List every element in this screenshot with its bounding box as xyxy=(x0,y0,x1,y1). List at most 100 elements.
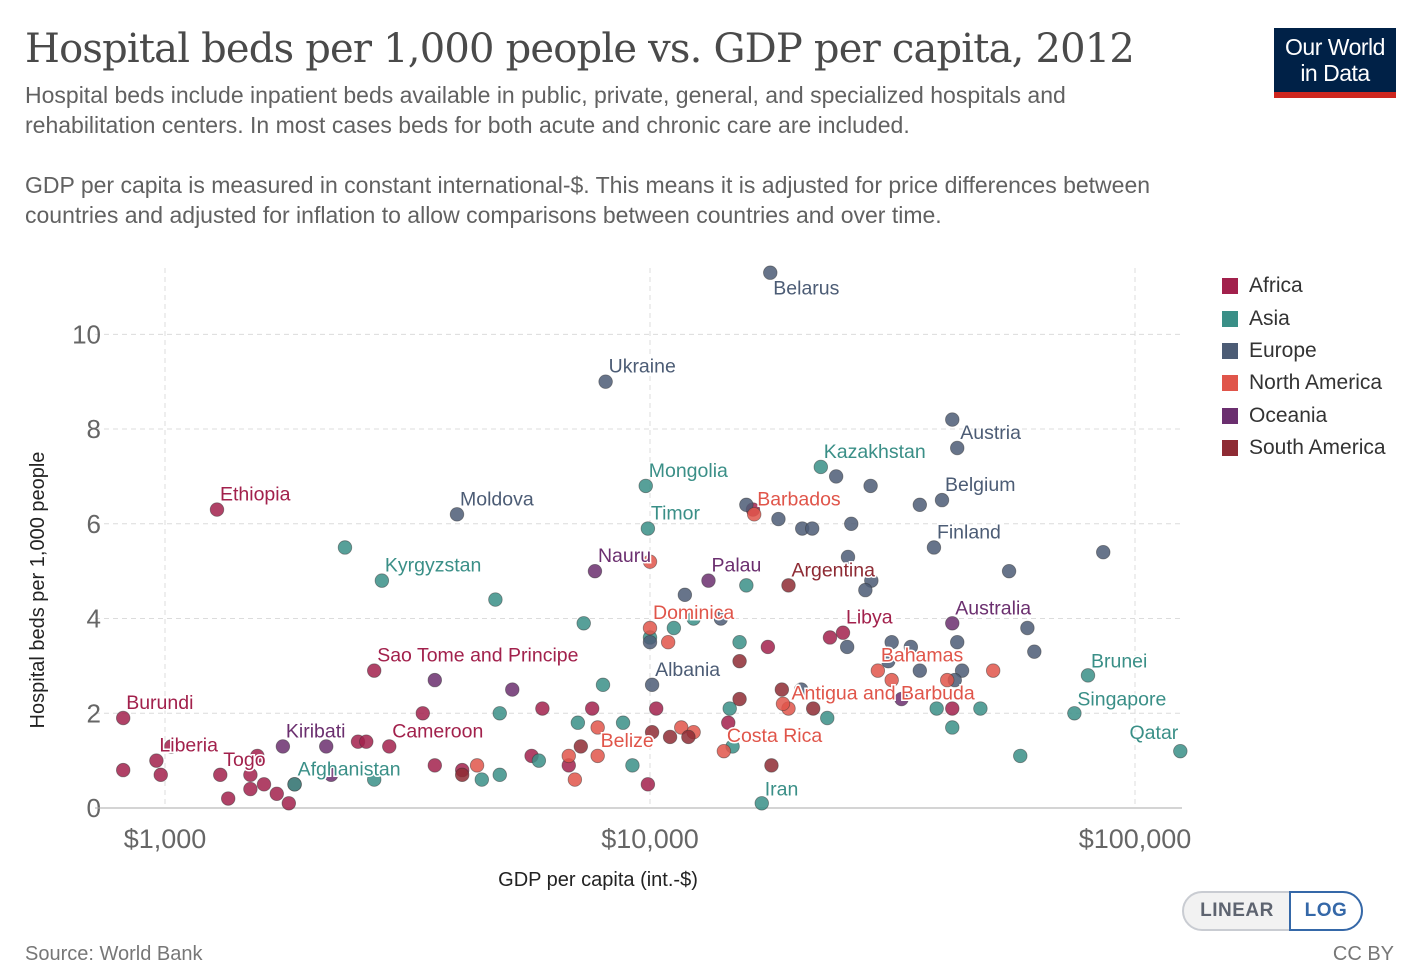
data-point-south-america xyxy=(573,739,589,754)
data-point-south-america xyxy=(781,578,796,593)
data-point-europe xyxy=(839,639,855,655)
data-point-asia xyxy=(732,635,747,650)
data-point-africa xyxy=(153,767,168,783)
data-point-asia xyxy=(640,521,656,536)
legend-item[interactable]: Europe xyxy=(1222,335,1386,367)
point-label: Belgium xyxy=(945,474,1015,496)
data-point-africa xyxy=(415,706,430,721)
point-label: Afghanistan xyxy=(298,758,401,780)
data-point-asia xyxy=(492,706,507,721)
data-point-south-america xyxy=(662,729,678,745)
data-point-africa xyxy=(269,786,284,801)
data-point-africa xyxy=(221,791,236,806)
source-note[interactable]: Source: World Bank xyxy=(25,943,203,965)
point-label: Costa Rica xyxy=(727,725,823,747)
data-point-africa xyxy=(209,502,225,517)
data-point-north-america xyxy=(642,554,658,569)
y-tick-label: 8 xyxy=(87,414,101,444)
data-point-africa xyxy=(359,734,374,749)
legend-item[interactable]: Asia xyxy=(1222,302,1386,334)
license-note[interactable]: CC BY xyxy=(1332,943,1394,965)
scale-toggle[interactable]: LINEAR LOG xyxy=(1182,891,1363,931)
data-point-africa xyxy=(115,762,131,778)
legend-item[interactable]: Africa xyxy=(1222,270,1386,302)
y-tick-label: 4 xyxy=(87,604,101,634)
point-label: Cameroon xyxy=(392,720,483,742)
data-point-africa xyxy=(535,701,550,716)
data-point-north-america xyxy=(660,635,676,650)
data-point-oceania xyxy=(701,573,716,588)
y-axis-label: Hospital beds per 1,000 people xyxy=(27,452,49,729)
data-point-europe xyxy=(926,540,942,555)
data-point-asia xyxy=(287,777,302,792)
log-scale-button[interactable]: LOG xyxy=(1289,891,1363,931)
data-point-europe xyxy=(805,521,820,536)
point-label: Kazakhstan xyxy=(824,441,926,463)
data-point-asia xyxy=(638,478,653,494)
data-point-asia xyxy=(722,701,737,716)
owid-logo[interactable]: Our World in Data xyxy=(1274,28,1396,98)
legend-label: Europe xyxy=(1249,338,1317,362)
data-point-africa xyxy=(250,748,265,764)
data-point-africa xyxy=(243,767,258,783)
data-point-asia xyxy=(739,578,754,593)
data-point-asia xyxy=(488,592,503,607)
data-point-oceania xyxy=(505,682,520,697)
legend: Africa Asia Europe North America Oceania Sout… xyxy=(1222,270,1386,464)
point-label: Bahamas xyxy=(881,645,964,667)
x-tick-label: $10,000 xyxy=(601,824,699,854)
legend-swatch xyxy=(1222,375,1238,392)
point-label: Sao Tome and Principe xyxy=(377,645,578,667)
point-label: Kyrgyzstan xyxy=(385,555,481,577)
data-point-europe xyxy=(449,507,465,522)
data-point-north-america xyxy=(985,663,1001,678)
data-point-africa xyxy=(382,739,397,754)
legend-item[interactable]: South America xyxy=(1222,432,1386,464)
x-axis-label: GDP per capita (int.-$) xyxy=(498,869,698,891)
data-point-africa xyxy=(760,639,776,655)
chart-subtitle-note: GDP per capita is measured in constant i… xyxy=(25,172,1151,228)
legend-swatch xyxy=(1222,342,1238,359)
point-label: Finland xyxy=(937,521,1001,543)
data-point-north-america xyxy=(746,507,762,522)
data-point-north-america xyxy=(870,663,886,678)
data-point-asia xyxy=(492,767,507,783)
data-point-north-america xyxy=(469,758,485,773)
data-point-asia xyxy=(945,720,960,735)
data-point-asia xyxy=(474,772,490,787)
data-point-asia xyxy=(374,573,390,588)
data-point-asia xyxy=(595,677,611,693)
linear-scale-button[interactable]: LINEAR xyxy=(1200,900,1274,921)
data-point-europe xyxy=(863,478,878,494)
point-label: Antigua and Barbuda xyxy=(791,683,974,705)
legend-label: Africa xyxy=(1249,274,1303,298)
point-label: Burundi xyxy=(126,692,193,714)
legend-swatch xyxy=(1222,407,1238,424)
data-point-south-america xyxy=(774,682,790,697)
data-point-oceania xyxy=(323,767,339,783)
data-point-europe xyxy=(934,492,950,508)
point-label: Nauru xyxy=(598,545,651,567)
data-point-asia xyxy=(1013,748,1028,764)
point-label: Singapore xyxy=(1077,688,1166,710)
legend-item[interactable]: North America xyxy=(1222,367,1386,399)
data-point-europe xyxy=(794,682,809,697)
data-point-asia xyxy=(666,620,682,636)
data-point-asia xyxy=(615,715,631,730)
point-label: Dominica xyxy=(653,602,734,624)
legend-item[interactable]: Oceania xyxy=(1222,400,1386,432)
data-point-europe xyxy=(644,677,660,693)
legend-label: Oceania xyxy=(1249,403,1328,427)
point-label: Palau xyxy=(711,555,761,577)
logo-line-1: Our World xyxy=(1285,34,1385,60)
point-label: Belarus xyxy=(773,278,839,300)
legend-label: South America xyxy=(1249,436,1386,460)
data-point-oceania xyxy=(275,739,291,754)
data-point-africa xyxy=(835,625,851,640)
data-point-africa xyxy=(822,630,838,645)
point-label: Ethiopia xyxy=(220,484,291,506)
point-label: Timor xyxy=(651,503,701,525)
data-point-europe xyxy=(912,663,928,678)
chart-title: Hospital beds per 1,000 people vs. GDP p… xyxy=(25,26,1135,72)
point-label: Australia xyxy=(955,597,1031,619)
